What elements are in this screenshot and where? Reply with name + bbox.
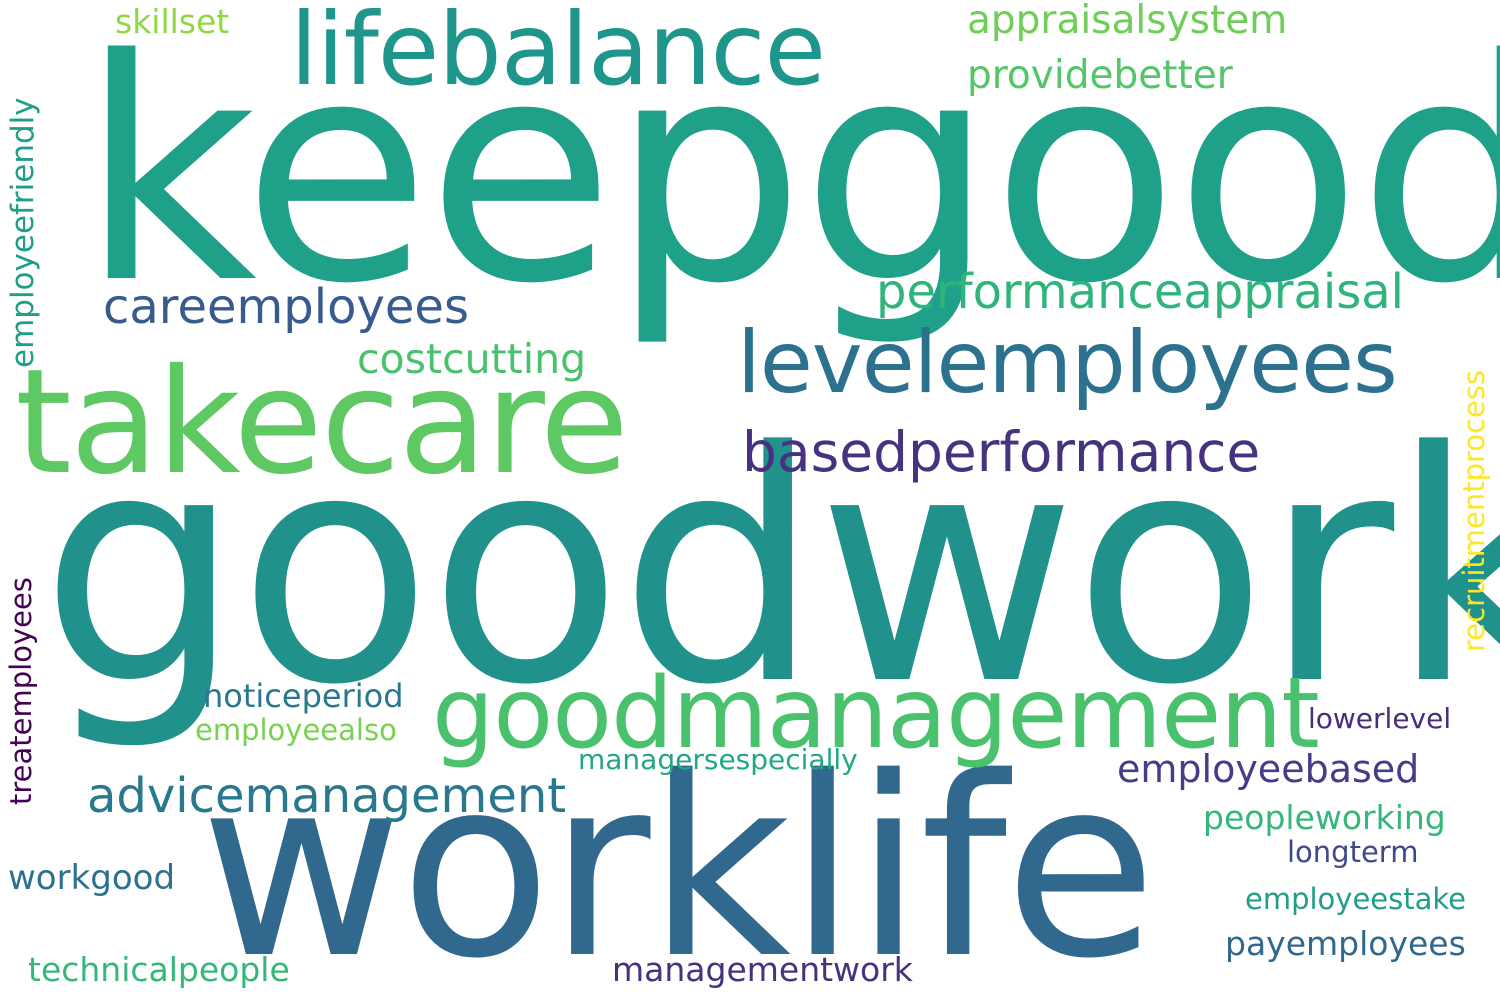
word-performanceappraisal: performanceappraisal: [876, 264, 1404, 320]
word-payemployees: payemployees: [1225, 924, 1466, 963]
word-goodmanagement: goodmanagement: [432, 657, 1320, 771]
word-managersespecially: managersespecially: [578, 743, 858, 776]
word-worklife: worklife: [200, 725, 1157, 1000]
word-recruitmentprocess: recruitmentprocess: [1457, 369, 1491, 652]
word-employeebased: employeebased: [1117, 747, 1420, 791]
word-employeestake: employeestake: [1245, 882, 1466, 916]
word-noticeperiod: noticeperiod: [203, 677, 404, 715]
word-technicalpeople: technicalpeople: [28, 950, 290, 989]
word-longterm: longterm: [1287, 835, 1419, 869]
word-lifebalance: lifebalance: [290, 0, 826, 108]
word-goodwork: goodwork: [40, 384, 1500, 754]
word-treatemployees: treatemployees: [4, 577, 38, 805]
word-lowerlevel: lowerlevel: [1308, 702, 1452, 735]
word-peopleworking: peopleworking: [1203, 798, 1446, 837]
word-providebetter: providebetter: [967, 53, 1233, 98]
word-takecare: takecare: [15, 338, 629, 507]
word-levelemployees: levelemployees: [737, 313, 1398, 413]
word-employeefriendly: employeefriendly: [5, 97, 41, 368]
word-employeealso: employeealso: [195, 713, 397, 747]
word-keepgood: keepgood: [80, 0, 1500, 351]
word-careemployees: careemployees: [103, 279, 469, 335]
word-advicemanagement: advicemanagement: [87, 768, 567, 824]
word-costcutting: costcutting: [357, 335, 587, 383]
word-managementwork: managementwork: [612, 950, 913, 989]
word-workgood: workgood: [8, 858, 176, 898]
word-appraisalsystem: appraisalsystem: [967, 0, 1288, 43]
word-skillset: skillset: [115, 2, 230, 41]
word-basedperformance: basedperformance: [742, 420, 1261, 484]
